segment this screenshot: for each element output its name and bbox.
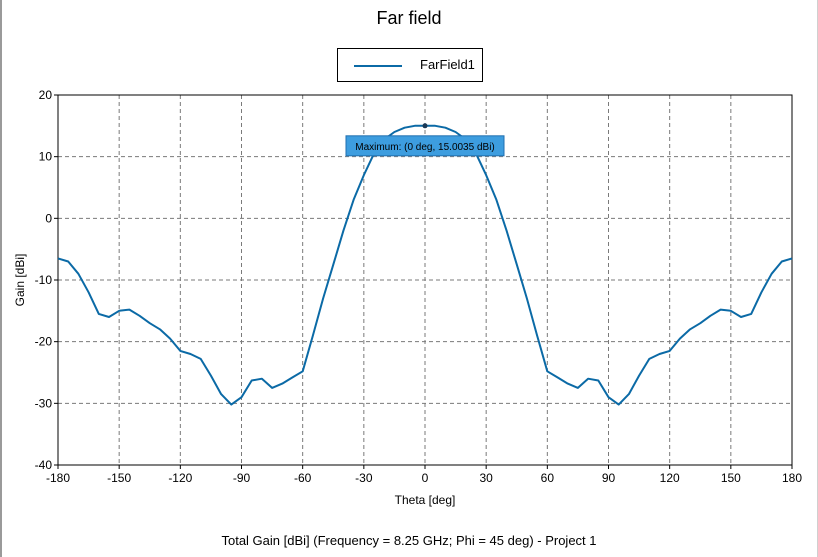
y-tick-label: -10 <box>35 273 53 287</box>
legend[interactable]: FarField1 <box>337 48 483 82</box>
window-left-border <box>0 0 2 557</box>
x-tick-label: -30 <box>355 471 373 485</box>
maximum-marker <box>422 123 428 129</box>
x-tick-label: 150 <box>721 471 741 485</box>
y-tick-label: 0 <box>45 211 52 225</box>
annotation-box <box>345 135 505 157</box>
y-tick-label: -40 <box>35 458 53 472</box>
x-axis-label: Theta [deg] <box>395 493 456 507</box>
y-tick-label: -30 <box>35 396 53 410</box>
x-tick-label: 90 <box>602 471 616 485</box>
x-tick-label: 30 <box>479 471 493 485</box>
annotation-label: Maximum: (0 deg, 15.0035 dBi) <box>355 142 495 153</box>
legend-swatch <box>354 65 402 67</box>
x-tick-label: -150 <box>107 471 131 485</box>
y-tick-label: -20 <box>35 335 53 349</box>
y-tick-label: 10 <box>39 150 53 164</box>
y-tick-label: 20 <box>39 88 53 102</box>
x-tick-label: 60 <box>541 471 555 485</box>
legend-label: FarField1 <box>420 57 475 72</box>
x-tick-label: 180 <box>782 471 802 485</box>
chart-caption: Total Gain [dBi] (Frequency = 8.25 GHz; … <box>221 533 597 548</box>
chart-title: Far field <box>376 8 442 28</box>
x-tick-label: -90 <box>233 471 251 485</box>
x-tick-label: -120 <box>168 471 192 485</box>
y-axis-label: Gain [dBi] <box>13 254 27 307</box>
x-tick-label: -60 <box>294 471 312 485</box>
x-tick-label: 120 <box>660 471 680 485</box>
x-tick-label: -180 <box>46 471 70 485</box>
x-tick-label: 0 <box>422 471 429 485</box>
